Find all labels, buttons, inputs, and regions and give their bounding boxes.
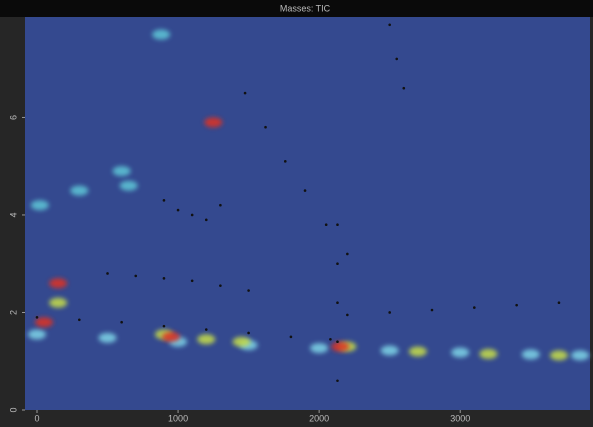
peak-dot bbox=[35, 316, 39, 319]
peak-dot bbox=[162, 277, 166, 280]
peak-dot bbox=[336, 379, 339, 383]
peak-dot bbox=[243, 91, 247, 95]
heat-spot bbox=[408, 346, 427, 357]
heat-spot bbox=[310, 343, 329, 354]
heat-spot bbox=[521, 349, 540, 360]
peak-dot bbox=[324, 223, 328, 227]
heat-spot bbox=[571, 350, 590, 361]
heat-spot bbox=[451, 347, 470, 358]
heat-spot bbox=[380, 345, 399, 356]
peak-dot bbox=[402, 86, 406, 90]
heat-spot bbox=[98, 332, 117, 343]
peak-dot bbox=[336, 340, 339, 344]
peak-dot bbox=[134, 274, 138, 278]
peak-dot bbox=[120, 320, 123, 324]
heat-spot bbox=[549, 350, 568, 361]
peak-dot bbox=[395, 57, 399, 61]
peak-dot bbox=[190, 279, 194, 283]
peak-dot bbox=[247, 331, 250, 335]
peak-dot bbox=[557, 301, 561, 305]
heat-spot bbox=[204, 117, 223, 128]
title-bar bbox=[0, 0, 593, 17]
peak-dot bbox=[289, 335, 293, 339]
peak-dot bbox=[283, 160, 287, 163]
chart-title: Masses: TIC bbox=[280, 3, 331, 13]
peak-dot bbox=[247, 289, 250, 292]
y-tick-label: 6 bbox=[8, 115, 18, 120]
peak-dot bbox=[78, 318, 81, 322]
heat-spot bbox=[70, 185, 89, 196]
heat-spot bbox=[49, 278, 68, 289]
heat-spot bbox=[152, 29, 171, 40]
heat-spot bbox=[197, 334, 216, 345]
peak-dot bbox=[176, 208, 180, 212]
heat-spot bbox=[232, 336, 251, 347]
peak-dot bbox=[388, 311, 391, 314]
heat-spot bbox=[162, 331, 181, 342]
heat-spot bbox=[27, 329, 46, 340]
peak-dot bbox=[162, 324, 166, 328]
peak-dot bbox=[219, 284, 222, 287]
peak-dot bbox=[264, 125, 267, 129]
heat-spot bbox=[112, 166, 131, 177]
peak-dot bbox=[190, 213, 194, 217]
peak-dot bbox=[204, 218, 208, 222]
peak-dot bbox=[162, 199, 166, 202]
heat-spot bbox=[479, 348, 498, 359]
heat-spot bbox=[35, 317, 54, 328]
peak-dot bbox=[336, 223, 339, 227]
peak-dot bbox=[388, 23, 391, 27]
heat-spot bbox=[119, 180, 138, 191]
x-tick-label: 2000 bbox=[309, 413, 329, 423]
heat-spot bbox=[30, 200, 49, 211]
y-tick-label: 4 bbox=[8, 212, 18, 217]
heat-spot bbox=[49, 297, 68, 308]
peak-dot bbox=[430, 308, 434, 312]
peak-dot bbox=[346, 313, 349, 317]
x-tick-label: 0 bbox=[34, 413, 39, 423]
peak-dot bbox=[329, 337, 332, 341]
peak-dot bbox=[204, 328, 208, 331]
x-tick-label: 1000 bbox=[168, 413, 188, 423]
peak-dot bbox=[346, 252, 349, 256]
plot-area bbox=[25, 17, 590, 410]
x-tick-label: 3000 bbox=[450, 413, 470, 423]
plot bbox=[27, 23, 590, 383]
peak-dot bbox=[336, 301, 339, 305]
peak-dot bbox=[336, 262, 339, 266]
peak-dot bbox=[473, 306, 476, 309]
peak-dot bbox=[303, 189, 307, 192]
peak-dot bbox=[515, 303, 518, 307]
y-tick-label: 0 bbox=[8, 407, 18, 412]
y-tick-label: 2 bbox=[8, 310, 18, 315]
peak-dot bbox=[106, 272, 109, 275]
peak-dot bbox=[219, 203, 222, 207]
heat-spot bbox=[331, 341, 350, 352]
